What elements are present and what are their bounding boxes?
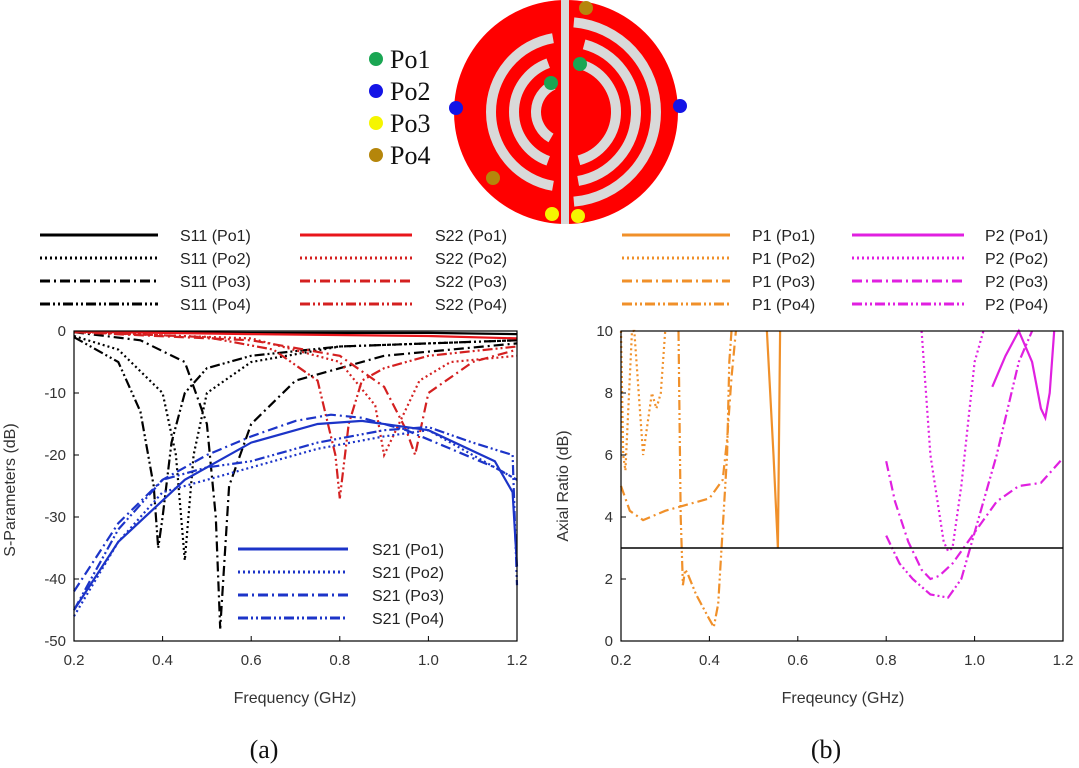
- chartA-legend-label: S11 (Po2): [180, 251, 251, 268]
- axial-ratio-legend: P1 (Po1) P2 (Po1) P1 (Po2) P2 (Po2) P1 (Po3)…: [622, 228, 1048, 314]
- po2-legend-label: Po2: [390, 77, 430, 106]
- chartB-plot-frame: [620, 330, 1064, 642]
- slot-arc: [486, 33, 554, 191]
- slot-arc: [577, 39, 641, 186]
- chartB-xtick-label: 0.2: [611, 652, 632, 669]
- chartA-series-2: [73, 331, 518, 629]
- chartA-legend-label: S11 (Po4): [180, 297, 251, 314]
- chartA-series-8: [73, 419, 519, 611]
- po4-port-dot: [579, 1, 593, 15]
- chartA-xtick-label: 1.0: [418, 652, 439, 669]
- po4-legend-label: Po4: [390, 141, 430, 170]
- axial-xlabel: Freqeuncy (GHz): [782, 690, 905, 707]
- po3-legend-label: Po3: [390, 109, 430, 138]
- chartB-xtick-label: 1.2: [1053, 652, 1074, 669]
- chartA-xtick-label: 0.4: [152, 652, 173, 669]
- chartA-legend-label: S22 (Po3): [435, 274, 507, 291]
- slot-arc: [509, 58, 551, 166]
- chartB-legend-label: P1 (Po2): [752, 251, 815, 268]
- slot-arc: [573, 17, 661, 207]
- caption-b: (b): [811, 735, 841, 764]
- po1-port-dot: [573, 57, 587, 71]
- chartA-ytick-label: -30: [44, 509, 66, 526]
- po4-port-dot: [486, 171, 500, 185]
- chartB-series-5: [920, 330, 985, 553]
- chartA-ytick-label: -20: [44, 447, 66, 464]
- chartA-series-9: [73, 429, 518, 617]
- po3-port-dot: [545, 207, 559, 221]
- s-param-ylabel: S-Parameters (dB): [2, 423, 19, 556]
- chartA-legend-label: S21 (Po4): [372, 611, 444, 628]
- chartB-legend-label: P1 (Po4): [752, 297, 815, 314]
- chartA-ytick-label: -40: [44, 571, 66, 588]
- chartB-ytick-label: 0: [605, 633, 613, 650]
- chartA-legend-label: S21 (Po3): [372, 588, 444, 605]
- chartA-series-5: [73, 331, 518, 459]
- chartA-legend-label: S21 (Po1): [372, 542, 444, 559]
- po3-legend-dot: [369, 116, 383, 130]
- chartA-ytick-label: -10: [44, 385, 66, 402]
- chartA-plot-frame: [73, 330, 518, 642]
- chartA-legend-label: S11 (Po1): [180, 228, 251, 245]
- chartA-series-6: [73, 331, 518, 460]
- chartB-legend-label: P2 (Po4): [985, 297, 1048, 314]
- antenna-diagram: [454, 0, 678, 224]
- chartA-xtick-label: 1.2: [507, 652, 528, 669]
- chartA-series-10: [73, 413, 518, 592]
- po1-legend-dot: [369, 52, 383, 66]
- chartA-legend-label: S22 (Po4): [435, 297, 507, 314]
- axial-ratio-chart: P1 (Po1) P2 (Po1) P1 (Po2) P2 (Po2) P1 (Po3)…: [555, 228, 1073, 764]
- axial-ylabel: Axial Ratio (dB): [555, 430, 572, 541]
- chartB-legend-label: P1 (Po1): [752, 228, 815, 245]
- chartA-series-3: [73, 336, 518, 549]
- chartA-series-11: [73, 425, 519, 611]
- chartA-xtick-label: 0.6: [241, 652, 262, 669]
- s-parameter-chart: S11 (Po1) S22 (Po1) S11 (Po2) S22 (Po2) S11 …: [2, 228, 527, 764]
- po4-legend-dot: [369, 148, 383, 162]
- chartB-xtick-label: 0.8: [876, 652, 897, 669]
- chartB-series-0: [765, 330, 782, 549]
- po2-port-dot: [673, 99, 687, 113]
- chartA-series-1: [73, 334, 518, 561]
- chartB-ytick-label: 6: [605, 447, 613, 464]
- caption-a: (a): [250, 735, 279, 764]
- chartA-xtick-label: 0.8: [329, 652, 350, 669]
- chartA-legend-label: S11 (Po3): [180, 274, 251, 291]
- po1-legend-label: Po1: [390, 45, 430, 74]
- chartB-series-7: [885, 330, 1034, 599]
- chartB-ytick-label: 2: [605, 571, 613, 588]
- chartB-xtick-label: 1.0: [964, 652, 985, 669]
- chartB-legend-label: P2 (Po2): [985, 251, 1048, 268]
- chartB-legend-label: P1 (Po3): [752, 274, 815, 291]
- chartA-legend-label: S22 (Po1): [435, 228, 507, 245]
- chartA-series-7: [73, 330, 518, 499]
- po3-port-dot: [571, 209, 585, 223]
- s-parameter-legend: S11 (Po1) S22 (Po1) S11 (Po2) S22 (Po2) S11 …: [40, 228, 507, 628]
- chartB-series-3: [677, 330, 733, 631]
- chartB-series-1: [619, 329, 667, 471]
- chartB-ytick-label: 4: [605, 509, 613, 526]
- po2-port-dot: [449, 101, 463, 115]
- slot-arc: [577, 60, 621, 166]
- chartB-series-4: [991, 328, 1056, 422]
- chartB-xtick-label: 0.6: [787, 652, 808, 669]
- slot-arc: [531, 80, 556, 143]
- chartB-legend-label: P2 (Po3): [985, 274, 1048, 291]
- po2-legend-dot: [369, 84, 383, 98]
- port-legend: Po1 Po2 Po3 Po4: [369, 45, 430, 170]
- chartB-legend-label: P2 (Po1): [985, 228, 1048, 245]
- chartA-xtick-label: 0.2: [64, 652, 85, 669]
- chartB-ytick-label: 10: [596, 323, 613, 340]
- chartA-ytick-label: 0: [58, 323, 66, 340]
- chartA-legend-label: S21 (Po2): [372, 565, 444, 582]
- chartA-ytick-label: -50: [44, 633, 66, 650]
- chartB-series-6: [885, 457, 1064, 581]
- chartA-series-4: [73, 330, 518, 340]
- chartB-ytick-label: 8: [605, 385, 613, 402]
- po1-port-dot: [544, 76, 558, 90]
- chartA-legend-label: S22 (Po2): [435, 251, 507, 268]
- chartB-xtick-label: 0.4: [699, 652, 720, 669]
- s-param-xlabel: Frequency (GHz): [234, 690, 357, 707]
